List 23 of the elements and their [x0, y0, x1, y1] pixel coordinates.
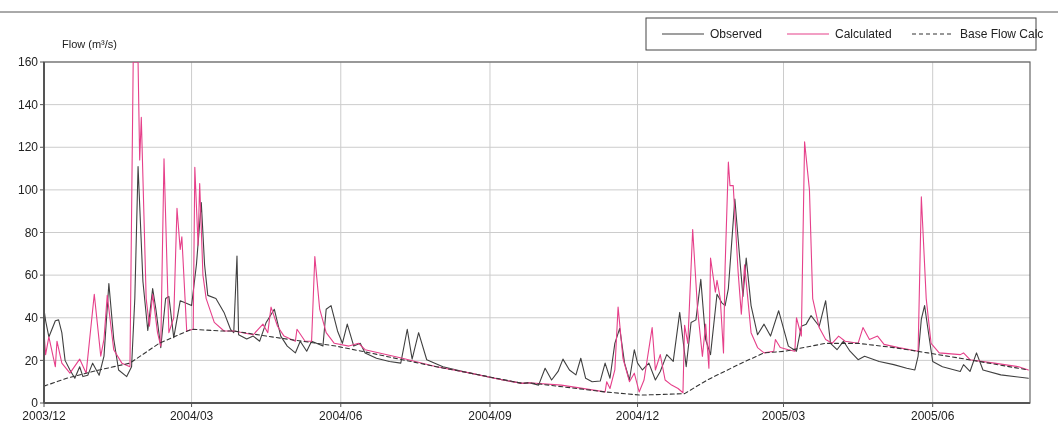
y-tick-label: 60	[24, 268, 39, 283]
x-tick-label: 2004/12	[615, 409, 660, 423]
legend-label: Base Flow Calc	[960, 27, 1044, 42]
x-tick-label: 2005/06	[911, 409, 955, 423]
y-tick-label: 120	[17, 140, 39, 155]
x-tick-label: 2005/03	[761, 409, 806, 423]
y-axis-title: Flow (m³/s)	[62, 38, 117, 50]
legend-label: Calculated	[835, 27, 892, 42]
x-tick-label: 2004/09	[468, 409, 512, 423]
x-tick-label: 2004/03	[169, 409, 214, 423]
x-tick-label: 2003/12	[22, 409, 67, 423]
line-series	[44, 165, 1029, 386]
y-tick-label: 140	[17, 97, 39, 112]
legend-label: Observed	[710, 27, 763, 42]
x-tick-label: 2004/06	[319, 409, 363, 423]
line-series	[44, 328, 1029, 396]
y-tick-label: 20	[24, 353, 39, 368]
y-tick-label: 100	[17, 183, 39, 198]
y-tick-label: 40	[24, 310, 39, 325]
line-series	[44, 62, 1029, 394]
y-tick-label: 0	[31, 396, 39, 411]
y-tick-label: 160	[17, 55, 39, 70]
y-tick-label: 80	[24, 225, 39, 240]
